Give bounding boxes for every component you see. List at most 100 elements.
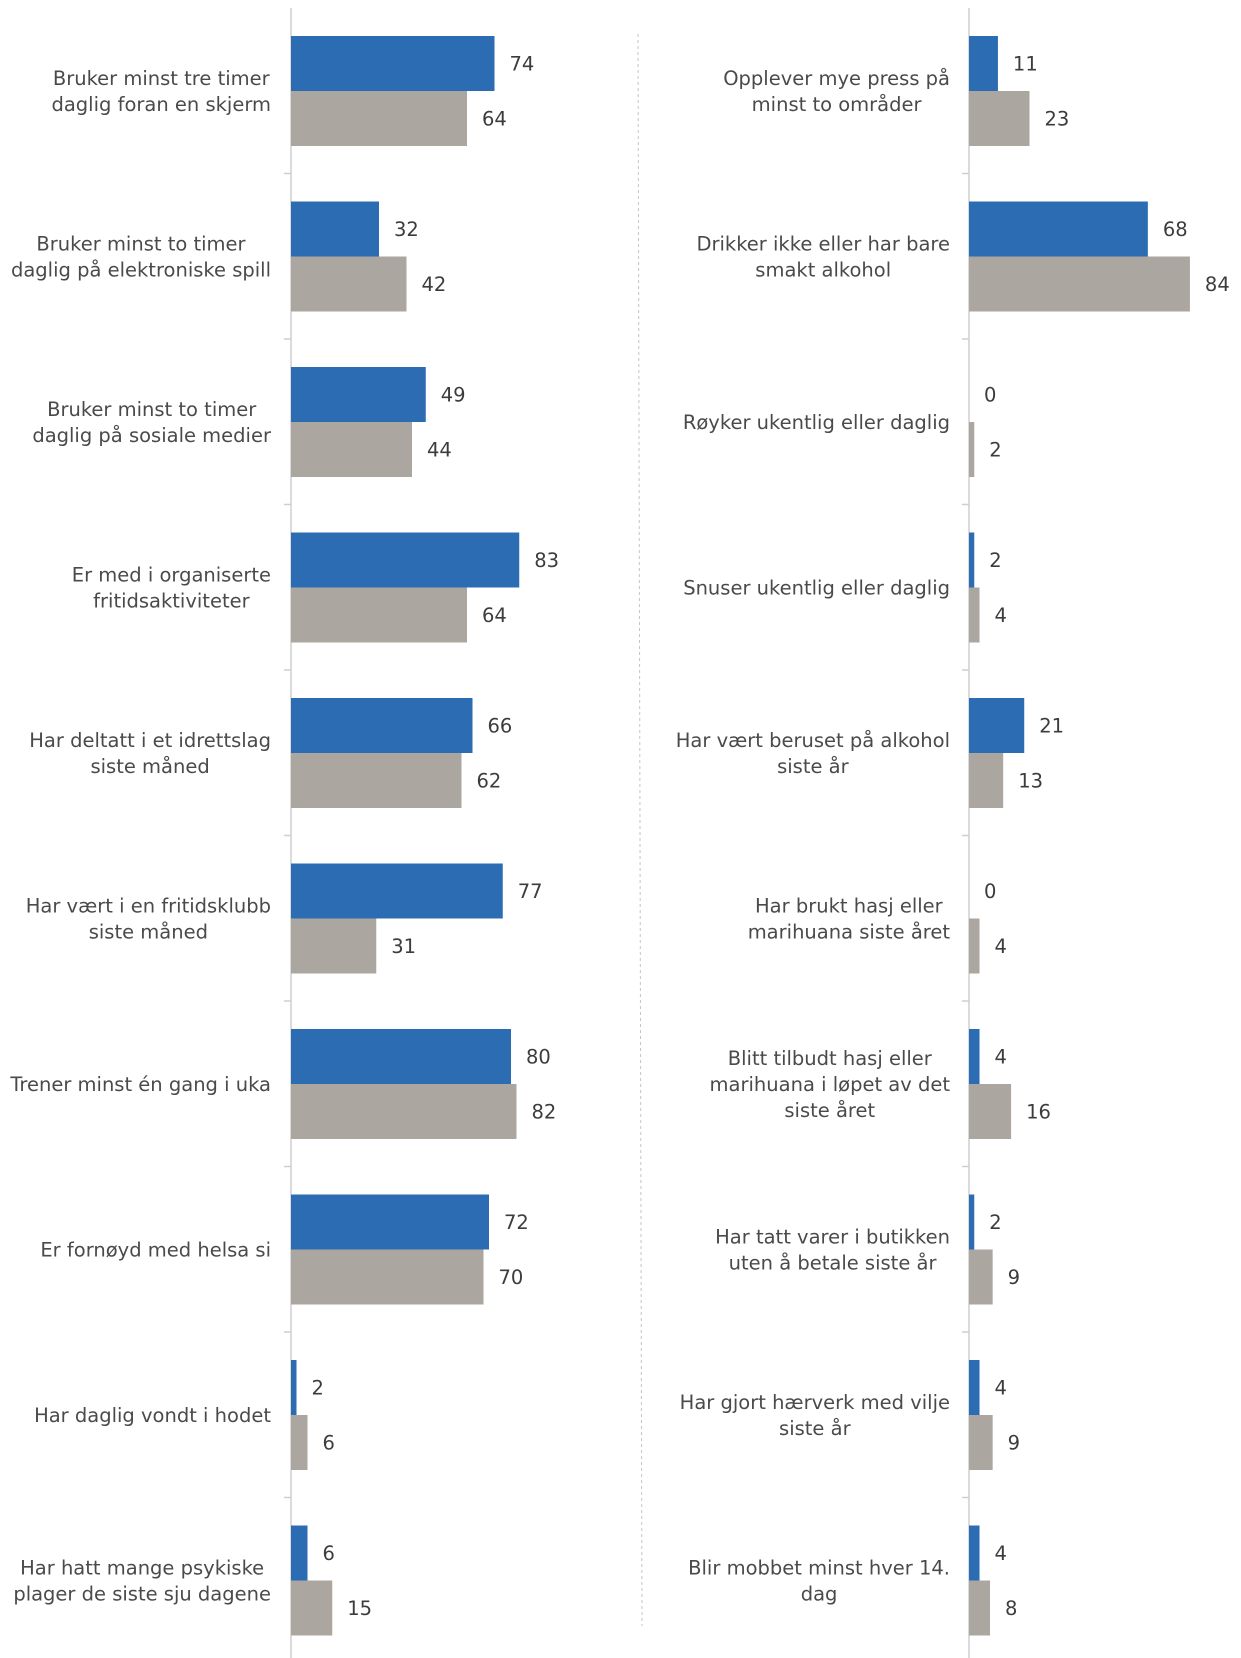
value-label: 49	[441, 384, 466, 407]
category-label: Er med i organiserte fritidsaktiviteter	[72, 564, 271, 613]
category-label: Bruker minst tre timer daglig foran en sk…	[51, 67, 271, 116]
value-label: 2	[989, 549, 1001, 572]
category-label: Bruker minst to timer daglig på elektroni…	[11, 233, 271, 282]
category-label: Opplever mye press på minst to områder	[723, 67, 950, 116]
category-label: Har hatt mange psykiske plager de siste s…	[13, 1557, 271, 1606]
bar-series-2	[291, 753, 462, 808]
category-label: Røyker ukentlig eller daglig	[683, 411, 950, 434]
bar-series-2	[291, 1249, 484, 1305]
value-label: 9	[1008, 1266, 1020, 1289]
bar-series-2	[291, 587, 467, 643]
bar-series-1	[291, 36, 495, 91]
bar-series-1	[291, 1525, 308, 1581]
category-label: Drikker ikke eller har bare smakt alkohol	[696, 233, 950, 282]
category-label: Snuser ukentlig eller daglig	[683, 577, 950, 600]
category-label: Blir mobbet minst hver 14. dag	[688, 1557, 950, 1606]
right-chart-panel: Opplever mye press på minst to områder 11 2…	[676, 8, 1230, 1658]
value-label: 74	[510, 53, 535, 76]
value-label: 42	[422, 273, 447, 296]
category-label: Er fornøyd med helsa si	[40, 1239, 271, 1262]
value-label: 83	[534, 549, 559, 572]
value-label: 13	[1018, 770, 1043, 793]
value-label: 82	[532, 1101, 557, 1124]
bar-series-2	[291, 918, 377, 974]
category-label: Har gjort hærverk med vilje siste år	[680, 1391, 950, 1440]
value-label: 31	[391, 935, 416, 958]
bar-series-1	[969, 532, 975, 588]
bar-series-1	[291, 1194, 489, 1250]
category-label: Har tatt varer i butikken uten å betale s…	[715, 1226, 950, 1275]
bar-series-2	[291, 1415, 308, 1470]
bar-series-1	[969, 201, 1148, 257]
bar-series-2	[969, 1580, 991, 1636]
value-label: 9	[1008, 1432, 1020, 1455]
value-label: 23	[1044, 108, 1069, 131]
value-label: 8	[1005, 1597, 1017, 1620]
bar-series-1	[969, 1360, 980, 1415]
bar-series-1	[969, 1194, 975, 1250]
category-label: Har deltatt i et idrettslag siste måned	[29, 729, 271, 778]
bar-series-1	[969, 1029, 980, 1084]
value-label: 64	[482, 604, 507, 627]
value-label: 6	[323, 1542, 335, 1565]
bar-series-1	[291, 1029, 511, 1084]
bar-series-1	[969, 698, 1025, 753]
category-label: Har daglig vondt i hodet	[34, 1404, 271, 1427]
value-label: 4	[995, 1377, 1007, 1400]
bar-series-2	[969, 422, 975, 477]
left-chart-panel: Bruker minst tre timer daglig foran en sk…	[9, 8, 559, 1658]
value-label: 6	[323, 1432, 335, 1455]
bar-series-2	[969, 587, 980, 643]
value-label: 4	[995, 935, 1007, 958]
bar-series-2	[969, 91, 1030, 146]
category-label: Bruker minst to timer daglig på sosiale m…	[32, 398, 272, 447]
bar-series-2	[291, 422, 412, 477]
value-label: 0	[984, 384, 996, 407]
value-label: 72	[504, 1211, 529, 1234]
value-label: 21	[1039, 715, 1064, 738]
value-label: 2	[989, 439, 1001, 462]
value-label: 16	[1026, 1101, 1051, 1124]
category-label: Har vært beruset på alkohol siste år	[676, 729, 950, 778]
value-label: 0	[984, 880, 996, 903]
category-label: Blitt tilbudt hasj eller marihuana i løpe…	[710, 1047, 951, 1122]
value-label: 44	[427, 439, 452, 462]
value-label: 4	[995, 1046, 1007, 1069]
bar-series-1	[291, 201, 379, 257]
value-label: 11	[1013, 53, 1038, 76]
bar-series-1	[969, 1525, 980, 1581]
bar-series-1	[969, 36, 998, 91]
center-divider	[637, 33, 643, 1627]
bar-series-1	[291, 863, 503, 919]
value-label: 2	[989, 1211, 1001, 1234]
bar-series-1	[291, 1360, 297, 1415]
category-label: Trener minst én gang i uka	[9, 1073, 271, 1096]
value-label: 84	[1205, 273, 1230, 296]
bar-series-2	[291, 256, 407, 312]
value-label: 77	[518, 880, 543, 903]
value-label: 32	[394, 218, 419, 241]
value-label: 4	[995, 1542, 1007, 1565]
value-label: 80	[526, 1046, 551, 1069]
value-label: 64	[482, 108, 507, 131]
value-label: 2	[312, 1377, 324, 1400]
bar-series-2	[291, 91, 467, 146]
bar-series-2	[969, 1084, 1012, 1139]
value-label: 66	[488, 715, 513, 738]
value-label: 70	[499, 1266, 524, 1289]
value-label: 15	[347, 1597, 372, 1620]
bar-series-1	[291, 367, 426, 422]
bar-series-1	[291, 698, 473, 753]
bar-series-2	[291, 1580, 333, 1636]
bar-series-1	[291, 532, 520, 588]
category-label: Har vært i en fritidsklubb siste måned	[26, 895, 271, 944]
bar-series-2	[969, 753, 1004, 808]
bar-series-2	[969, 256, 1190, 312]
bar-series-2	[969, 1249, 993, 1305]
bar-series-2	[969, 918, 980, 974]
value-label: 4	[995, 604, 1007, 627]
value-label: 62	[477, 770, 502, 793]
bar-series-2	[291, 1084, 517, 1139]
bar-series-2	[969, 1415, 993, 1470]
